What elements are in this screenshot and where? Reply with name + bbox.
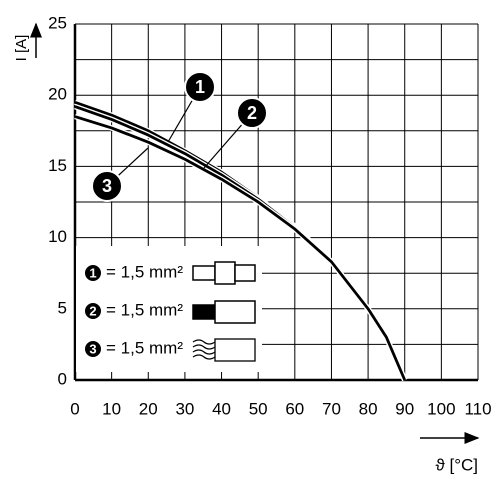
marker-number: 3	[102, 176, 112, 196]
marker-number: 1	[195, 77, 205, 97]
legend-items: 1 = 1,5 mm² 2 = 1,5 mm² 3 = 1,5 mm²	[83, 262, 183, 359]
marker-number: 2	[89, 303, 96, 318]
marker-badge	[184, 71, 216, 103]
grid	[73, 23, 479, 382]
x-tick-label: 100	[427, 399, 455, 418]
x-tick-label: 80	[359, 399, 378, 418]
legend-label: = 1,5 mm²	[106, 262, 183, 281]
callouts: 1 2 3	[91, 71, 268, 202]
icon-2	[192, 300, 256, 324]
x-tick-label: 90	[395, 399, 414, 418]
x-tick-label: 110	[464, 399, 491, 418]
y-tick-label: 15	[48, 156, 67, 175]
marker-badge	[83, 339, 103, 359]
marker-badge	[91, 170, 123, 202]
y-tick-label: 0	[58, 369, 67, 388]
y-axis-label: I [A]	[13, 35, 30, 62]
marker-badge	[236, 97, 268, 129]
marker-number: 1	[89, 265, 96, 280]
x-tick-label: 0	[70, 399, 79, 418]
x-tick-label: 60	[285, 399, 304, 418]
x-tick-label: 50	[249, 399, 268, 418]
curves	[74, 99, 408, 382]
x-tick-label: 20	[139, 399, 158, 418]
legend-label: = 1,5 mm²	[106, 338, 183, 357]
legend: 1 = 1,5 mm² 2 = 1,5 mm² 3 = 1,5 mm²	[76, 246, 262, 372]
icon-3	[192, 338, 256, 362]
marker-number: 2	[247, 103, 257, 123]
x-tick-label: 40	[212, 399, 231, 418]
legend-label: = 1,5 mm²	[106, 300, 183, 319]
marker-badge	[83, 263, 103, 283]
y-tick-label: 10	[48, 227, 67, 246]
x-tick-label: 70	[322, 399, 341, 418]
x-tick-label: 30	[175, 399, 194, 418]
y-tick-label: 20	[48, 85, 67, 104]
marker-number: 3	[89, 341, 96, 356]
x-axis-label: ϑ [°C]	[435, 455, 478, 474]
x-tick-label: 10	[102, 399, 121, 418]
icon-1	[192, 261, 256, 285]
y-tick-label: 25	[48, 13, 67, 32]
marker-badge	[83, 301, 103, 321]
curve	[74, 115, 407, 381]
y-tick-label: 5	[58, 298, 67, 317]
